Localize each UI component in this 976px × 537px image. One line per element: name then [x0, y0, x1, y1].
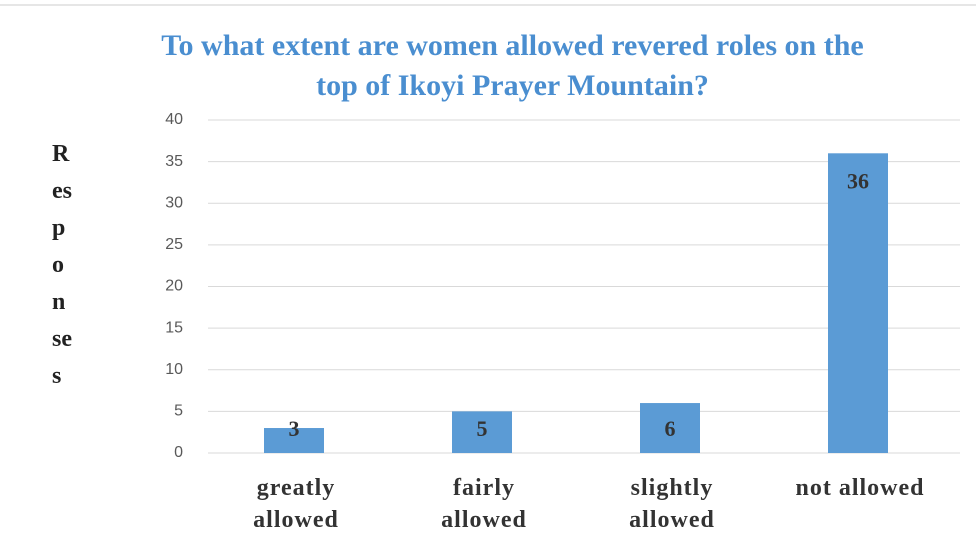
y-tick-label: 0	[174, 444, 183, 461]
y-tick-label: 5	[174, 403, 183, 420]
bar	[828, 153, 888, 454]
data-label: 6	[665, 416, 676, 441]
y-tick-label: 30	[165, 194, 183, 211]
y-tick-label: 15	[165, 319, 183, 336]
y-tick-label: 10	[165, 361, 183, 378]
data-label: 36	[847, 168, 869, 193]
chart-title: To what extent are women allowed revered…	[161, 29, 864, 102]
y-tick-label: 40	[165, 111, 183, 128]
bar	[264, 428, 324, 453]
x-tick-label: fairly allowed	[441, 475, 527, 533]
data-label: 5	[477, 416, 488, 441]
x-tick-label: not allowed	[795, 475, 925, 501]
y-tick-label: 20	[165, 278, 183, 295]
y-tick-label: 35	[165, 153, 183, 170]
x-tick-label: slightly allowed	[629, 475, 715, 533]
bar	[452, 411, 512, 453]
x-tick-label: greatly allowed	[253, 475, 339, 533]
bar	[640, 403, 700, 453]
y-axis-label: Responses	[52, 141, 72, 389]
y-tick-label: 25	[165, 236, 183, 253]
data-label: 3	[289, 416, 300, 441]
